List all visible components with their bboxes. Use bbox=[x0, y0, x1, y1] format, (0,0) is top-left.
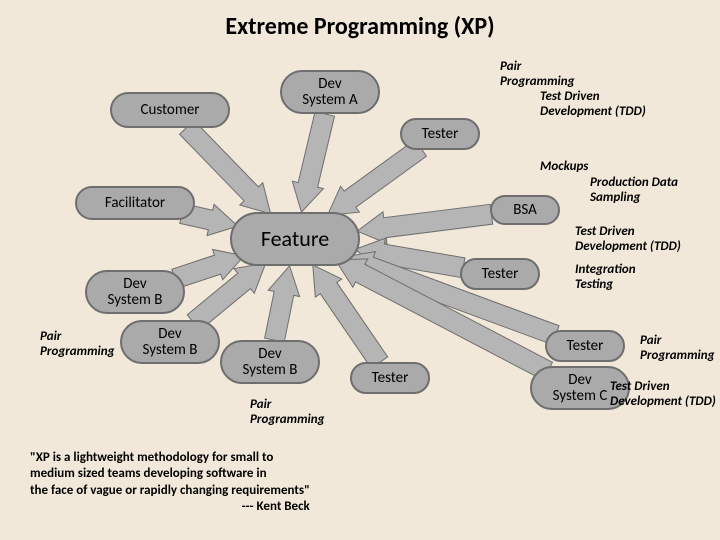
arrow bbox=[327, 140, 426, 216]
annotation-tdd_2: Test DrivenDevelopment (TDD) bbox=[575, 225, 681, 255]
node-dev_sys_b3: DevSystem B bbox=[220, 340, 320, 384]
annotation-pair_prog_4: PairProgramming bbox=[640, 334, 714, 364]
arrow bbox=[313, 265, 388, 368]
slide-canvas: Extreme Programming (XP) Feature Customer… bbox=[0, 0, 720, 540]
arrow bbox=[357, 204, 492, 243]
node-tester_4: Tester bbox=[545, 330, 625, 362]
slide-title: Extreme Programming (XP) bbox=[0, 12, 720, 41]
annotation-pair_prog_1: PairProgramming bbox=[500, 60, 574, 90]
annotation-tdd_3: Test DrivenDevelopment (TDD) bbox=[610, 380, 716, 410]
annotation-tdd_1: Test DrivenDevelopment (TDD) bbox=[540, 90, 646, 120]
node-facilitator: Facilitator bbox=[75, 186, 195, 220]
node-tester_1: Tester bbox=[400, 118, 480, 150]
node-dev_sys_b2: DevSystem B bbox=[120, 320, 220, 364]
node-feature: Feature bbox=[230, 212, 360, 266]
arrow bbox=[292, 112, 334, 213]
annotation-integ_test: IntegrationTesting bbox=[575, 263, 636, 293]
node-dev_sys_b1: DevSystem B bbox=[85, 270, 185, 314]
node-tester_3: Tester bbox=[350, 362, 430, 394]
annotation-mockups: Mockups bbox=[540, 160, 588, 175]
node-tester_2: Tester bbox=[460, 258, 540, 290]
node-dev_sys_a: DevSystem A bbox=[280, 70, 380, 114]
arrow bbox=[265, 266, 300, 342]
node-bsa: BSA bbox=[490, 195, 560, 225]
arrow bbox=[355, 238, 465, 277]
annotation-pair_prog_2: PairProgramming bbox=[40, 330, 114, 360]
quote-block: "XP is a lightweight methodology for sma… bbox=[30, 450, 310, 515]
annotation-prod_sampling: Production DataSampling bbox=[590, 176, 678, 206]
annotation-pair_prog_3: PairProgramming bbox=[250, 398, 324, 428]
node-customer: Customer bbox=[110, 92, 230, 128]
